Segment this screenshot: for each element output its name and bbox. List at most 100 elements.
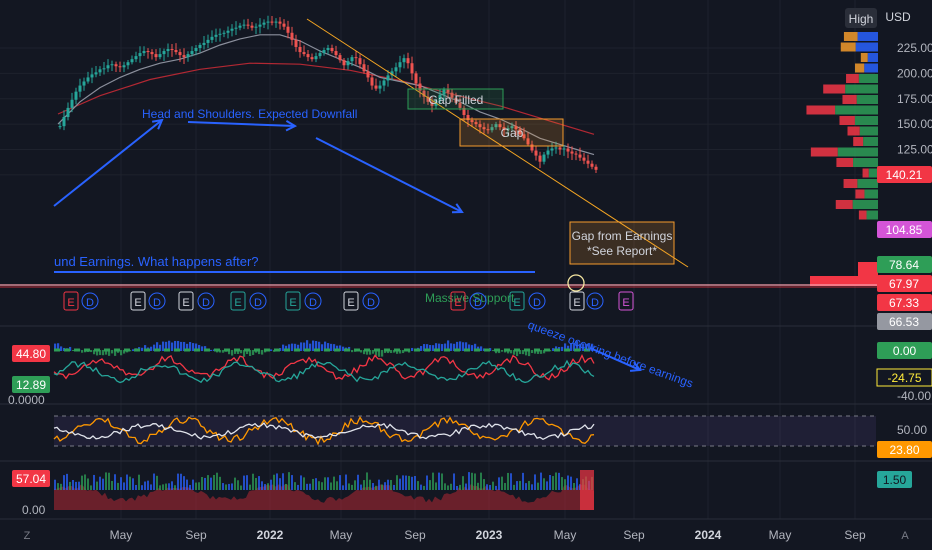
candle-body-13 [110, 64, 114, 66]
ind1-hist-bar [432, 345, 435, 351]
earnings-marker-6[interactable] [230, 291, 246, 311]
ind3-hist-bar [60, 483, 62, 490]
ind3-hist-bar [405, 475, 407, 490]
ind1-hist-bar [315, 341, 318, 351]
candle-body-81 [382, 80, 386, 86]
ind1-hist-bar [573, 342, 576, 351]
time-axis[interactable]: May Sep 2022 May Sep 2023 May Sep 2024 May Sep [110, 528, 866, 542]
earnings-gap-box[interactable] [569, 221, 675, 265]
earnings-marker-0[interactable] [63, 291, 79, 311]
ind1-hist-bar [327, 343, 330, 351]
candle-body-37 [206, 39, 210, 43]
volume-bar-up-1 [855, 42, 878, 52]
ma-200-line[interactable] [57, 62, 595, 135]
earnings-marker-4[interactable] [178, 291, 194, 311]
ind1-hist-bar [162, 341, 165, 351]
dividend-marker-15[interactable] [528, 292, 546, 310]
ind3-hist-bar [168, 483, 170, 490]
candle-body-112 [506, 128, 510, 131]
volume-bar-down-8 [839, 116, 855, 125]
indicator-pane-3[interactable]: 57.04 0.00 1.50 [12, 470, 912, 517]
ind1-hist-bar [300, 342, 303, 351]
ind1-hist-bar [69, 346, 72, 351]
gap-filled-box[interactable] [407, 88, 504, 110]
dividend-marker-9[interactable] [304, 292, 322, 310]
volume-bar-down-14 [843, 179, 858, 188]
arrow-up-left[interactable] [53, 119, 163, 207]
ind1-hist-bar [450, 343, 453, 351]
ind3-hist-bar [522, 472, 524, 490]
dividend-marker-7[interactable] [249, 292, 267, 310]
candle-body-49 [254, 26, 258, 28]
candle-body-21 [142, 51, 146, 54]
ind1-hist-bar [444, 343, 447, 351]
ind1-hist-bar [291, 343, 294, 351]
earnings-marker-8[interactable] [285, 291, 301, 311]
ind2-badge-bg [877, 441, 932, 458]
candle-body-131 [582, 157, 586, 161]
resistance-trendline[interactable] [306, 18, 689, 268]
ind3-hist-bar [105, 472, 107, 490]
ma-line[interactable] [57, 34, 595, 156]
earnings-marker-16[interactable] [569, 291, 585, 311]
ind3-hist-bar [222, 483, 224, 490]
time-tick-6: May [554, 528, 577, 542]
earnings-circle-marker[interactable] [567, 274, 585, 292]
dividend-marker-13[interactable] [469, 292, 487, 310]
price-badge-1: 104.85 [886, 223, 923, 237]
ind1-hist-bar [282, 344, 285, 351]
volume-bar-up-16 [852, 200, 878, 209]
ind1-hist-bar [72, 350, 75, 352]
earnings-marker-2[interactable] [130, 291, 146, 311]
arrow-down[interactable] [315, 137, 463, 213]
ind3-hist-bar [108, 472, 110, 490]
dividend-marker-11[interactable] [362, 292, 380, 310]
currency-label[interactable]: USD [885, 10, 911, 24]
price-pane[interactable] [0, 15, 880, 292]
dividend-marker-5[interactable] [197, 292, 215, 310]
candle-body-31 [182, 55, 186, 58]
ind1-right-badge-2: -24.75 [887, 371, 921, 385]
candle-body-75 [358, 58, 362, 65]
scale-button-bg[interactable] [845, 8, 877, 28]
ind3-hist-bar [132, 478, 134, 490]
indicator-pane-2[interactable]: 23.80 [53, 415, 932, 458]
candle-body-57 [286, 26, 290, 33]
ind1-right-badge-2-bg [877, 369, 932, 386]
candle-body-38 [210, 36, 214, 40]
price-badge-4-bg [877, 294, 932, 311]
earnings-marker-10[interactable] [343, 291, 359, 311]
ind1-hist-bar [360, 350, 363, 353]
ind1-hist-bar [516, 350, 519, 357]
gap-box[interactable] [459, 118, 564, 147]
scale-button[interactable]: High [849, 12, 874, 26]
dividend-marker-17[interactable] [586, 292, 604, 310]
ind3-hist-bar [321, 482, 323, 490]
earnings-marker-18[interactable] [618, 291, 634, 311]
ind1-hist-bar [474, 343, 477, 351]
ind1-hist-bar [471, 345, 474, 351]
ind2-band [54, 416, 876, 446]
ind1-hist-bar [495, 350, 498, 354]
earnings-marker-12[interactable] [450, 291, 466, 311]
ind3-hist-bar [555, 472, 557, 490]
ind3-hist-bar [264, 484, 266, 490]
ind1-hist-bar [219, 350, 222, 353]
arrow-flat[interactable] [187, 121, 296, 127]
arrow-squeeze[interactable] [589, 347, 641, 371]
indicator-pane-1[interactable]: 44.80 12.890.0000 0.00 -24.75 [8, 340, 932, 407]
volume-bar-down-16 [835, 200, 853, 209]
ind3-hist-bar [561, 477, 563, 490]
dividend-marker-3[interactable] [148, 292, 166, 310]
earnings-marker-14[interactable] [509, 291, 525, 311]
auto-scale-button[interactable]: A [901, 530, 909, 542]
dividend-marker-1[interactable] [81, 292, 99, 310]
zoom-icon[interactable]: Z [24, 530, 31, 542]
candle-body-123 [550, 148, 554, 151]
ind1-hist-bar [447, 340, 450, 351]
ind3-left-tick: 0.00 [22, 503, 46, 517]
ind3-hist-bar [249, 484, 251, 490]
ind3-hist-bar [279, 478, 281, 490]
ind3-hist-bar [135, 484, 137, 490]
